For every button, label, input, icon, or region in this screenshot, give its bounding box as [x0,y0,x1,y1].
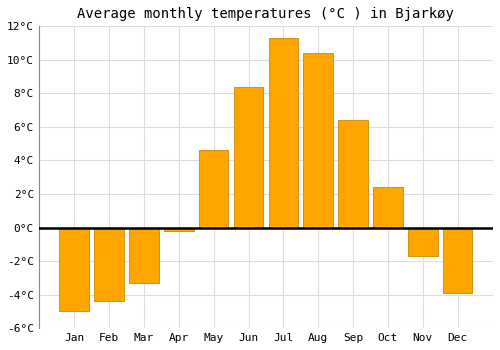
Bar [60,228,89,312]
Title: Average monthly temperatures (°C ) in Bjarkøy: Average monthly temperatures (°C ) in Bj… [78,7,454,21]
Bar [94,228,124,301]
Bar [164,228,194,231]
Bar [234,87,264,228]
Bar [304,53,333,228]
Bar [408,228,438,256]
Bar [268,38,298,228]
Bar [129,228,159,283]
Bar [199,150,228,228]
Bar [338,120,368,228]
Bar [443,228,472,293]
Bar [373,187,402,228]
